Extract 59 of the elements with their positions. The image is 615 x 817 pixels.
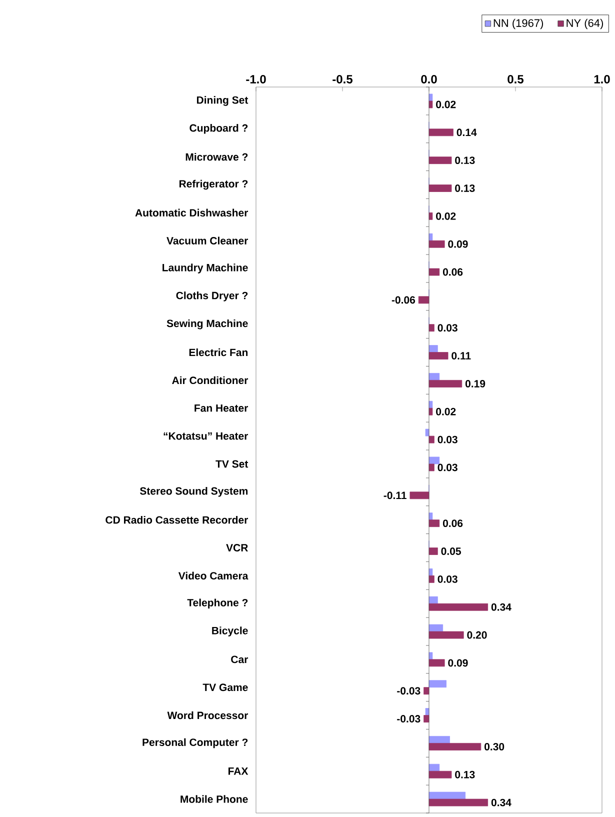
data-label: 0.13 xyxy=(455,770,475,778)
y-tick-label: CD Radio Cassette Recorder xyxy=(106,516,248,524)
data-label: 0.06 xyxy=(442,520,463,528)
y-tick-label: Stereo Sound System xyxy=(140,486,248,497)
data-label: 0.13 xyxy=(455,156,475,164)
y-tick-label: Video Camera xyxy=(178,572,248,580)
y-tick-label: Sewing Machine xyxy=(166,319,248,330)
y-tick-label: Automatic Dishwasher xyxy=(135,208,248,217)
y-tick-label: Vacuum Cleaner xyxy=(166,236,248,244)
data-label: -0.03 xyxy=(397,715,420,723)
data-label: -0.11 xyxy=(384,492,406,500)
x-tick-label: 0.5 xyxy=(508,74,524,84)
x-tick-label: -1.0 xyxy=(246,74,266,84)
data-label: 0.02 xyxy=(436,408,456,416)
y-tick-label: “Kotatsu” Heater xyxy=(164,432,248,440)
data-label: 0.02 xyxy=(436,100,456,108)
x-tick-label: 0.0 xyxy=(421,74,437,84)
data-label: 0.34 xyxy=(491,798,512,806)
data-label: 0.09 xyxy=(448,240,468,248)
y-tick-label: Microwave ? xyxy=(186,152,248,161)
y-tick-label: FAX xyxy=(228,768,248,775)
y-tick-label: Laundry Machine xyxy=(162,264,248,274)
y-tick-label: Personal Computer ? xyxy=(142,738,248,748)
y-tick-label: Dining Set xyxy=(196,96,248,106)
x-tick-label: 1.0 xyxy=(594,74,610,84)
data-label: -0.06 xyxy=(392,296,416,304)
y-tick-label: Mobile Phone xyxy=(180,795,248,803)
y-tick-label: Fan Heater xyxy=(194,404,248,412)
data-label: 0.30 xyxy=(484,742,504,750)
data-label: 0.02 xyxy=(436,212,456,220)
legend-label: NY (64) xyxy=(566,18,604,30)
legend-label: NN (1967) xyxy=(494,18,544,30)
y-tick-label: VCR xyxy=(226,544,248,552)
y-tick-label: Refrigerator ? xyxy=(179,180,248,190)
y-tick-label: Air Conditioner xyxy=(172,376,248,384)
y-tick-label: Electric Fan xyxy=(189,348,248,356)
x-tick-label: -0.5 xyxy=(332,74,352,84)
y-tick-label: TV Game xyxy=(202,684,248,692)
data-label: 0.09 xyxy=(448,659,468,667)
data-label: 0.34 xyxy=(491,603,512,611)
y-tick-label: Car xyxy=(231,656,248,664)
data-label: 0.14 xyxy=(456,128,477,136)
data-label: 0.03 xyxy=(438,436,458,444)
data-label: 0.03 xyxy=(438,324,458,332)
data-label: 0.20 xyxy=(467,631,487,639)
data-label: -0.03 xyxy=(397,687,420,695)
y-tick-label: Cloths Dryer ? xyxy=(176,292,248,302)
y-tick-label: Cupboard ? xyxy=(190,124,248,134)
y-tick-label: Word Processor xyxy=(167,711,248,720)
data-label: 0.06 xyxy=(442,268,463,276)
data-label: 0.19 xyxy=(465,380,486,388)
data-label: 0.11 xyxy=(452,352,471,360)
y-tick-label: Bicycle xyxy=(212,626,248,636)
y-tick-label: TV Set xyxy=(216,460,248,468)
data-label: 0.05 xyxy=(441,548,461,555)
data-label: 0.13 xyxy=(455,184,475,192)
data-label: 0.03 xyxy=(438,575,458,583)
data-label: 0.03 xyxy=(438,464,458,472)
y-tick-label: Telephone ? xyxy=(187,598,248,608)
